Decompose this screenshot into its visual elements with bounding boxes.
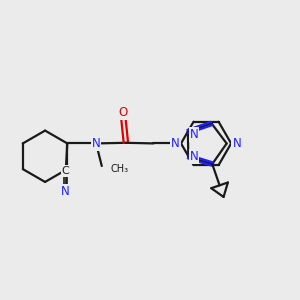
Text: N: N bbox=[61, 185, 70, 198]
Text: CH₃: CH₃ bbox=[110, 164, 129, 174]
Text: O: O bbox=[119, 106, 128, 118]
Text: N: N bbox=[92, 137, 100, 150]
Text: N: N bbox=[190, 128, 199, 141]
Text: N: N bbox=[171, 137, 180, 150]
Text: C: C bbox=[62, 166, 70, 176]
Text: N: N bbox=[232, 137, 241, 150]
Text: N: N bbox=[190, 150, 198, 163]
